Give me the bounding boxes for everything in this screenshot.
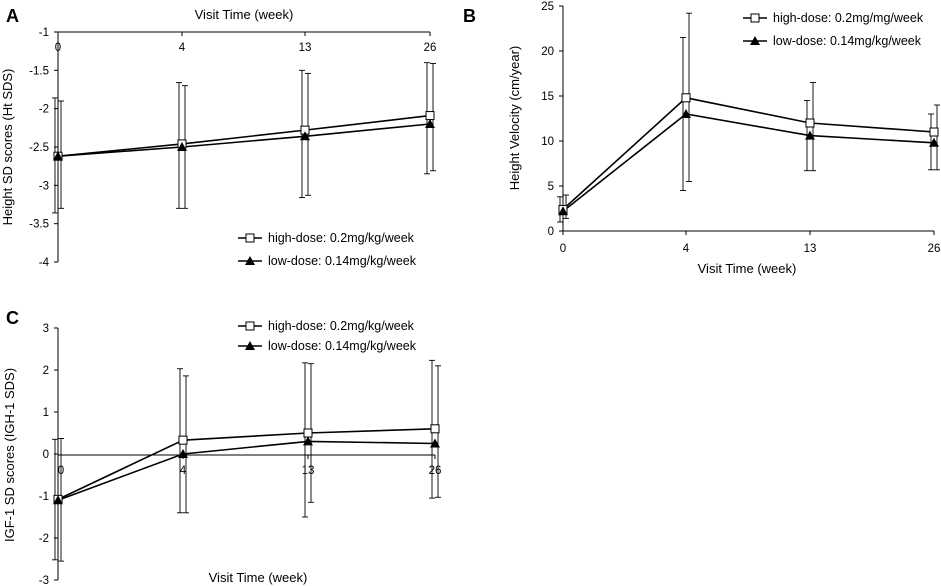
panel-b-legend-low: low-dose: 0.14mg/kg/week	[773, 34, 922, 48]
panel-b-y-tick-label: 20	[541, 46, 554, 58]
panel-a-point-high	[425, 111, 435, 121]
panel-c-letter: C	[6, 308, 19, 328]
panel-c-y-tick-label: -2	[39, 533, 49, 545]
panel-c-y-axis-title: IGF-1 SD scores (IGH-1 SDS)	[2, 368, 17, 542]
panel-c-point-high	[430, 424, 440, 434]
panel-b-series-line-high	[562, 96, 935, 210]
panel-a-point-low	[425, 119, 435, 128]
panel-a-series-line-high	[57, 114, 431, 157]
panel-c-x-tick-label: 26	[429, 465, 442, 477]
panel-b-point-high	[929, 127, 939, 137]
panel-b-legend-triangle-icon	[750, 36, 760, 45]
panel-c-point-high	[178, 435, 188, 445]
panel-a-x-tick-label: 4	[179, 42, 186, 54]
panel-a-legend-low: low-dose: 0.14mg/kg/week	[268, 254, 417, 268]
panel-c-y-tick-label: 0	[43, 449, 49, 461]
panel-a: A -1 -1.5 -2 -2.5 -3 -3.5 -4 0 4 13 26 Visit Time…	[0, 6, 436, 269]
panel-c-legend-triangle-icon	[245, 341, 255, 350]
panel-a-x-axis-title: Visit Time (week)	[195, 7, 294, 22]
panel-a-x-tick-label: 26	[424, 42, 437, 54]
panel-b-legend-high: high-dose: 0.2mg/mg/week	[773, 11, 924, 25]
panel-c-point-low	[53, 495, 63, 505]
panel-a-x-tick-label: 13	[299, 42, 312, 54]
panel-a-y-tick-label: -4	[39, 257, 50, 269]
panel-c-x-tick-label: 13	[302, 465, 315, 477]
panel-a-legend-high: high-dose: 0.2mg/kg/week	[268, 231, 415, 245]
panel-b-legend-square-icon	[750, 13, 760, 23]
panel-c-legend-square-icon	[245, 321, 255, 331]
panel-b-point-low	[558, 206, 568, 216]
panel-a-letter: A	[6, 6, 19, 26]
panel-a-y-tick-label: -3	[39, 180, 49, 192]
panel-b-point-low	[681, 109, 691, 118]
panel-c-y-tick-label: 1	[43, 407, 49, 419]
panel-a-y-tick-label: -2.5	[29, 142, 49, 154]
panel-a-y-tick-label: -3.5	[29, 219, 49, 231]
panel-b-x-axis-title: Visit Time (week)	[698, 261, 797, 276]
panel-c-series-line-high	[57, 428, 436, 501]
panel-b-x-tick-label: 0	[560, 243, 566, 255]
panel-b-x-tick-label: 4	[683, 243, 690, 255]
panel-a-y-axis-title: Height SD scores (Ht SDS)	[0, 69, 15, 226]
panel-b: B 0 5 10 15 20 25 0 4 13 26 Visit Time (week) He…	[463, 1, 940, 276]
panel-a-point-low	[53, 151, 63, 161]
panel-b-y-tick-label: 15	[541, 91, 554, 103]
panel-c-series-line-low	[57, 440, 436, 501]
panel-b-y-tick-label: 5	[548, 181, 554, 193]
panel-a-y-tick-label: -2	[39, 104, 49, 116]
panel-b-point-high	[681, 93, 691, 103]
panel-c-y-tick-label: -1	[39, 491, 49, 503]
panel-c-point-low	[430, 438, 440, 448]
panel-b-point-high	[805, 118, 815, 128]
panel-a-point-low	[177, 142, 187, 151]
panel-b-y-tick-label: 10	[541, 136, 554, 148]
panel-c-y-tick-label: -3	[39, 575, 49, 586]
panel-c-legend-low: low-dose: 0.14mg/kg/week	[268, 339, 417, 353]
panel-a-y-tick-label: -1.5	[29, 65, 49, 77]
panel-b-x-tick-label: 26	[928, 243, 941, 255]
panel-c-y-tick-label: 2	[43, 365, 49, 377]
panel-a-x-tick-label: 0	[55, 42, 61, 54]
panel-a-legend: high-dose: 0.2mg/kg/week low-dose: 0.14m…	[238, 231, 417, 268]
panel-a-legend-triangle-icon	[245, 256, 255, 265]
panel-a-series-line-low	[57, 123, 431, 157]
panel-b-legend: high-dose: 0.2mg/mg/week low-dose: 0.14m…	[743, 11, 924, 48]
panel-c-legend: high-dose: 0.2mg/kg/week low-dose: 0.14m…	[238, 319, 417, 353]
panel-b-series-line-low	[562, 113, 935, 212]
panel-c-point-low	[178, 449, 188, 458]
panel-b-x-tick-label: 13	[804, 243, 817, 255]
panel-c-legend-high: high-dose: 0.2mg/kg/week	[268, 319, 415, 333]
panel-a-legend-square-icon	[245, 233, 255, 243]
panel-c-point-low	[303, 436, 313, 446]
panel-c-y-tick-label: 3	[43, 323, 49, 335]
panel-c-x-tick-label: 4	[180, 465, 187, 477]
panel-c-x-axis-title: Visit Time (week)	[209, 570, 308, 585]
panel-b-letter: B	[463, 6, 476, 26]
panel-a-y-tick-label: -1	[39, 27, 49, 39]
panel-b-y-axis-title: Height Velocity (cm/year)	[507, 46, 522, 191]
panel-a-point-low	[300, 131, 310, 141]
panel-b-y-tick-label: 0	[548, 226, 554, 238]
panel-b-point-low	[805, 130, 815, 140]
panel-b-y-tick-label: 25	[541, 1, 554, 13]
panel-c-point-high	[303, 428, 313, 438]
panel-b-point-low	[929, 137, 939, 147]
